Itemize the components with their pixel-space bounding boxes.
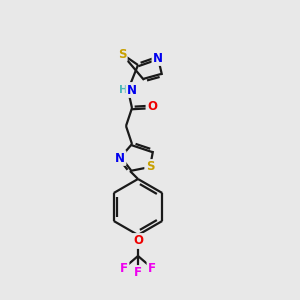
Text: F: F [148, 262, 156, 275]
Text: S: S [146, 160, 154, 173]
Text: S: S [118, 47, 126, 61]
Text: F: F [120, 262, 128, 275]
Text: N: N [127, 83, 137, 97]
Text: O: O [147, 100, 157, 113]
Text: O: O [133, 235, 143, 248]
Text: H: H [118, 85, 127, 95]
Text: N: N [153, 52, 163, 64]
Text: N: N [115, 152, 125, 164]
Text: F: F [134, 266, 142, 280]
